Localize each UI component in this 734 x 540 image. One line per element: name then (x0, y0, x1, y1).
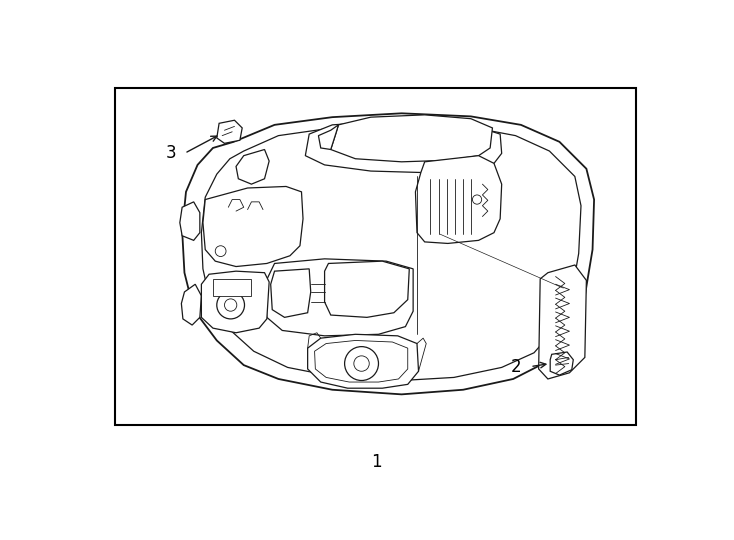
Polygon shape (203, 186, 303, 267)
Polygon shape (271, 269, 310, 318)
Text: 2: 2 (510, 357, 521, 376)
Circle shape (217, 291, 244, 319)
Polygon shape (236, 150, 269, 184)
Polygon shape (201, 271, 269, 333)
Polygon shape (264, 259, 413, 336)
Circle shape (473, 195, 482, 204)
Polygon shape (182, 113, 594, 394)
Polygon shape (315, 340, 408, 382)
Polygon shape (324, 261, 410, 318)
Text: 1: 1 (371, 453, 382, 471)
Bar (115, 88, 636, 425)
Polygon shape (415, 156, 501, 244)
Polygon shape (180, 202, 200, 240)
Circle shape (354, 356, 369, 372)
Polygon shape (213, 279, 252, 296)
Polygon shape (308, 334, 418, 388)
Polygon shape (305, 120, 501, 173)
Polygon shape (181, 284, 201, 325)
Polygon shape (539, 265, 586, 379)
Polygon shape (217, 120, 242, 143)
Polygon shape (201, 124, 581, 381)
Circle shape (225, 299, 237, 311)
Circle shape (344, 347, 379, 381)
Circle shape (215, 246, 226, 256)
Polygon shape (319, 125, 338, 150)
Polygon shape (550, 352, 573, 375)
Polygon shape (331, 115, 493, 162)
Text: 3: 3 (166, 144, 177, 163)
